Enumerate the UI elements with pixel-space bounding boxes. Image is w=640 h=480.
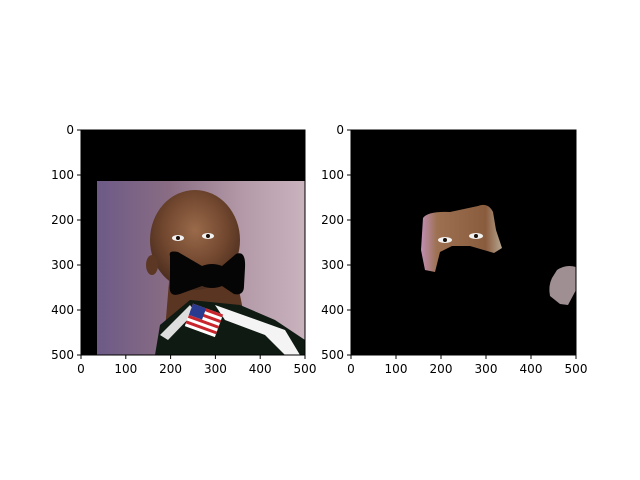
y-tick-label: 0: [66, 123, 74, 137]
x-tick-label: 300: [204, 362, 227, 376]
x-tick-label: 200: [159, 362, 182, 376]
x-tick-label: 500: [565, 362, 588, 376]
y-tick-label: 0: [336, 123, 344, 137]
y-tick-label: 200: [321, 213, 344, 227]
y-tick-label: 100: [321, 168, 344, 182]
y-tick-label: 300: [321, 258, 344, 272]
y-tick-label: 400: [51, 303, 74, 317]
axes-frame: [350, 129, 577, 356]
x-tick-label: 100: [385, 362, 408, 376]
skin-segment-background: [549, 266, 576, 305]
y-tick-label: 400: [321, 303, 344, 317]
x-tick-label: 400: [249, 362, 272, 376]
y-tick-label: 500: [51, 348, 74, 362]
y-tick-label: 300: [51, 258, 74, 272]
left-image-panel: [81, 130, 305, 355]
x-tick-label: 100: [114, 362, 137, 376]
x-tick-label: 400: [520, 362, 543, 376]
x-tick-label: 300: [475, 362, 498, 376]
right-image-panel: [351, 130, 576, 355]
x-tick-label: 500: [294, 362, 317, 376]
y-tick-label: 200: [51, 213, 74, 227]
x-tick-label: 0: [77, 362, 85, 376]
skin-segment-face: [421, 204, 502, 272]
bowtie-mask: [169, 251, 246, 295]
flag-patch: [184, 303, 224, 338]
y-tick-label: 500: [321, 348, 344, 362]
x-tick-label: 0: [347, 362, 355, 376]
x-tick-label: 200: [430, 362, 453, 376]
y-tick-label: 100: [51, 168, 74, 182]
axes-frame: [80, 129, 306, 356]
